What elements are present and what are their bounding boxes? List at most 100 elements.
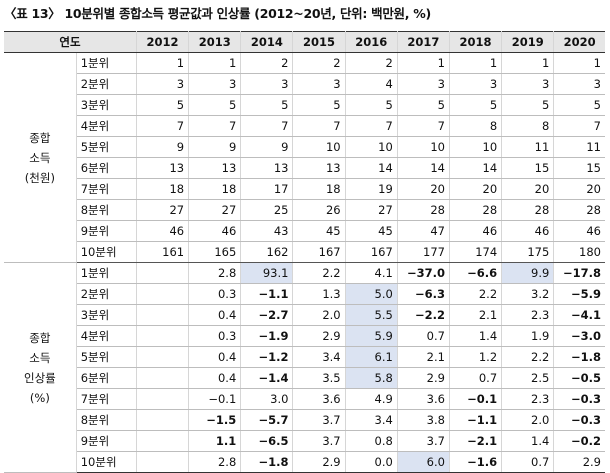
value-cell: 5	[553, 94, 605, 116]
value-cell: −3.0	[553, 325, 605, 347]
value-cell: 28	[449, 199, 503, 221]
value-cell	[136, 346, 190, 368]
value-cell: −1.1	[240, 283, 294, 305]
table-row: 8분위 −1.5 −5.7 3.7 3.4 3.8 −1.1 2.0 −0.3	[4, 409, 605, 431]
value-cell: 167	[292, 241, 346, 263]
value-cell: 0.3	[188, 283, 242, 305]
decile-label: 3분위	[76, 94, 137, 116]
decile-label: 1분위	[76, 52, 137, 74]
value-cell: 2.5	[501, 367, 555, 389]
value-cell: 165	[188, 241, 242, 263]
value-cell: 28	[553, 199, 605, 221]
value-cell	[136, 451, 190, 473]
value-cell: 3.6	[397, 388, 450, 410]
value-cell: 20	[397, 178, 450, 200]
table-row: 5분위 9 9 9 10 10 10 10 11 11	[4, 136, 605, 158]
value-cell: 18	[188, 178, 242, 200]
value-cell: 1	[553, 52, 605, 74]
value-cell: 1	[188, 52, 242, 74]
value-cell: 9	[136, 136, 190, 158]
value-cell: 18	[292, 178, 346, 200]
table-row: 2분위 0.3 −1.1 1.3 5.0 −6.3 2.2 3.2 −5.9	[4, 283, 605, 305]
value-cell: 4.1	[345, 262, 398, 284]
value-cell	[136, 430, 190, 452]
table-row: 3분위 0.4 −2.7 2.0 5.5 −2.2 2.1 2.3 −4.1	[4, 304, 605, 326]
value-cell: 14	[345, 157, 398, 179]
table-row: 9분위 46 46 43 45 45 47 46 46 46	[4, 220, 605, 242]
header-corner: 연도	[4, 31, 137, 53]
value-cell: 9	[188, 136, 242, 158]
value-cell: 19	[345, 178, 398, 200]
value-cell: 47	[397, 220, 450, 242]
table-row: 10분위 2.8 −1.8 2.9 0.0 6.0 −1.6 0.7 2.9	[4, 451, 605, 473]
table-row: 5분위 0.4 −1.2 3.4 6.1 2.1 1.2 2.2 −1.8	[4, 346, 605, 368]
value-cell: 10	[292, 136, 346, 158]
value-cell: 0.4	[188, 346, 242, 368]
decile-label: 6분위	[76, 367, 137, 389]
value-cell: 8	[501, 115, 555, 137]
value-cell: 3.2	[501, 283, 555, 305]
decile-label: 4분위	[76, 115, 137, 137]
value-cell: 27	[345, 199, 398, 221]
value-cell: 0.0	[345, 451, 398, 473]
decile-label: 8분위	[76, 409, 137, 431]
value-cell: 177	[397, 241, 450, 263]
value-cell: 6.1	[345, 346, 398, 368]
value-cell: 3.4	[345, 409, 398, 431]
value-cell: 0.8	[345, 430, 398, 452]
value-cell: 1.4	[449, 325, 503, 347]
value-cell: 18	[136, 178, 190, 200]
value-cell: 11	[501, 136, 555, 158]
value-cell: 28	[397, 199, 450, 221]
value-cell: 5	[240, 94, 294, 116]
value-cell: −0.1	[188, 388, 242, 410]
value-cell: 7	[345, 115, 398, 137]
table-row: 6분위 0.4 −1.4 3.5 5.8 2.9 0.7 2.5 −0.5	[4, 367, 605, 389]
table-row: 2분위 3 3 3 3 4 3 3 3 3	[4, 73, 605, 95]
value-cell: 161	[136, 241, 190, 263]
value-cell: −0.3	[553, 388, 605, 410]
value-cell: 2	[292, 52, 346, 74]
value-cell: 1.2	[449, 346, 503, 368]
header-row: 연도 2012 2013 2014 2015 2016 2017 2018 20…	[4, 31, 605, 53]
value-cell: 6.0	[397, 451, 450, 473]
value-cell: −2.7	[240, 304, 294, 326]
value-cell: 46	[449, 220, 503, 242]
value-cell: 14	[449, 157, 503, 179]
value-cell: 25	[240, 199, 294, 221]
year-header: 2019	[501, 31, 555, 53]
value-cell: −1.6	[449, 451, 503, 473]
value-cell: −2.1	[449, 430, 503, 452]
year-header: 2018	[449, 31, 503, 53]
decile-label: 2분위	[76, 283, 137, 305]
value-cell: 2.2	[292, 262, 346, 284]
table-row: 6분위 13 13 13 13 14 14 14 15 15	[4, 157, 605, 179]
decile-label: 7분위	[76, 178, 137, 200]
value-cell: 10	[449, 136, 503, 158]
value-cell: 0.7	[449, 367, 503, 389]
group-label-line: 소득	[29, 150, 51, 165]
value-cell: −37.0	[397, 262, 450, 284]
value-cell: 0.4	[188, 367, 242, 389]
value-cell: 3	[501, 73, 555, 95]
value-cell: 1	[136, 52, 190, 74]
decile-label: 9분위	[76, 430, 137, 452]
year-header: 2017	[397, 31, 450, 53]
value-cell	[136, 388, 190, 410]
value-cell: 46	[553, 220, 605, 242]
value-cell: 8	[449, 115, 503, 137]
table-row: 3분위 5 5 5 5 5 5 5 5 5	[4, 94, 605, 116]
value-cell: 5	[136, 94, 190, 116]
value-cell: 1.3	[292, 283, 346, 305]
value-cell: 3	[449, 73, 503, 95]
value-cell: 5	[188, 94, 242, 116]
decile-label: 7분위	[76, 388, 137, 410]
value-cell: 167	[345, 241, 398, 263]
value-cell: 43	[240, 220, 294, 242]
value-cell: 3	[292, 73, 346, 95]
value-cell: −1.2	[240, 346, 294, 368]
table-row: 4분위 0.3 −1.9 2.9 5.9 0.7 1.4 1.9 −3.0	[4, 325, 605, 347]
decile-label: 4분위	[76, 325, 137, 347]
value-cell: 2.8	[188, 262, 242, 284]
value-cell: −5.7	[240, 409, 294, 431]
